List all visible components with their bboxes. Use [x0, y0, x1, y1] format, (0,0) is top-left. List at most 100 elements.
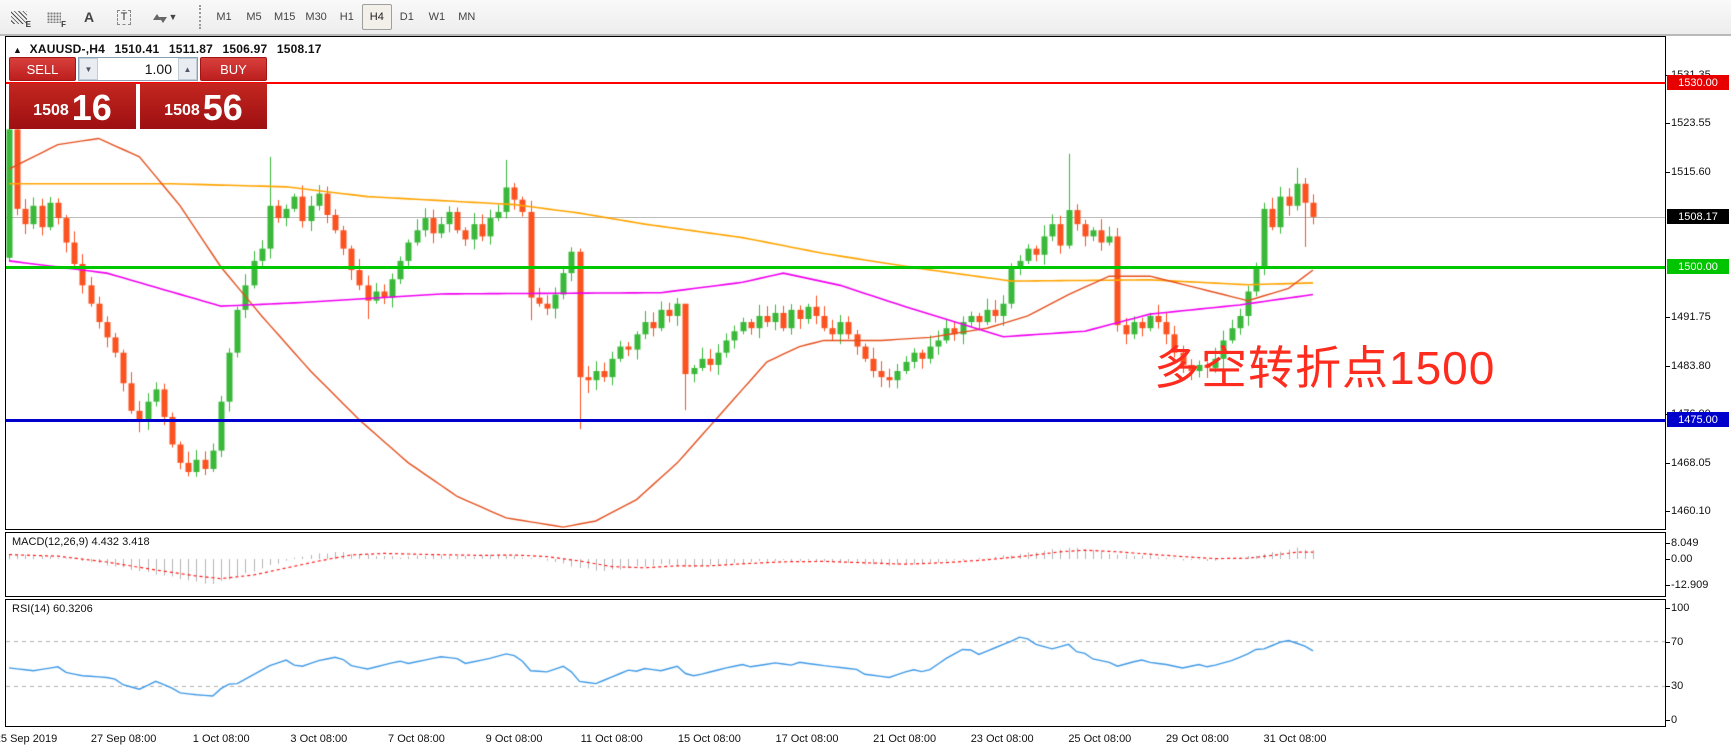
price-axis-tickmark — [1666, 462, 1670, 464]
macd-axis-tickmark — [1666, 559, 1670, 560]
rsi-axis-tick-0: 0 — [1671, 714, 1678, 726]
hline-support-1475[interactable] — [6, 419, 1665, 422]
textbox-tool-label: T — [116, 9, 132, 25]
timeframe-m5[interactable]: M5 — [246, 11, 262, 23]
price-axis-tick-1460.10: 1460.10 — [1671, 505, 1711, 518]
rsi-axis-tick-70: 70 — [1671, 635, 1684, 648]
arrow-down-glyph — [158, 17, 167, 23]
hline-resistance-1530[interactable] — [6, 82, 1665, 84]
price-axis-tick-1515.60: 1515.60 — [1671, 165, 1711, 178]
price-axis-tickmark — [1666, 511, 1670, 513]
date-label-12: 25 Oct 08:00 — [1068, 733, 1132, 745]
symbol-period-label: XAUUSD-,H4 — [29, 42, 105, 56]
macd-axis-tick-0.00: 0.00 — [1671, 553, 1693, 565]
dots-glyph — [47, 11, 61, 23]
rsi-panel: RSI(14) 60.3206 — [5, 599, 1666, 727]
low-value: 1506.97 — [222, 42, 268, 56]
price-axis-tick-1523.55: 1523.55 — [1671, 116, 1711, 129]
price-chart-plot-area[interactable] — [6, 37, 1665, 529]
hatch-tool-e-icon[interactable]: E — [3, 3, 35, 31]
timeframe-mn[interactable]: MN — [458, 11, 476, 23]
macd-axis-tick--12.909: -12.909 — [1671, 578, 1709, 591]
chevron-down-icon: ▼ — [168, 12, 178, 22]
price-axis-tickmark — [1666, 122, 1670, 124]
timeframe-m15[interactable]: M15 — [274, 11, 296, 23]
hline-pivot-1500[interactable] — [6, 266, 1665, 269]
hatch-glyph — [11, 10, 27, 24]
date-label-7: 11 Oct 08:00 — [580, 733, 643, 745]
main-chart-panel: ▲ XAUUSD-,H4 1510.41 1511.87 1506.97 150… — [5, 36, 1666, 530]
timeframe-m1[interactable]: M1 — [216, 11, 232, 23]
date-label-2: 27 Sep 08:00 — [90, 733, 157, 745]
price-axis-tick-1483.80: 1483.80 — [1671, 360, 1711, 373]
textbox-tool-icon[interactable]: T — [108, 3, 140, 31]
rsi-axis-tickmark — [1666, 686, 1670, 688]
text-tool-label: A — [83, 9, 95, 25]
timeframe-d1[interactable]: D1 — [399, 11, 414, 23]
hatch-tool-sub-label: E — [25, 20, 31, 29]
toolbar-grip[interactable] — [199, 5, 201, 29]
price-axis-tick-1468.05: 1468.05 — [1671, 456, 1711, 469]
symbol-arrow-icon: ▲ — [13, 45, 23, 55]
date-label-5: 7 Oct 08:00 — [388, 733, 445, 745]
price-badge-1508.17: 1508.17 — [1667, 209, 1729, 224]
rsi-value: 60.3206 — [52, 603, 93, 615]
price-axis-tick-1491.75: 1491.75 — [1671, 311, 1711, 324]
macd-values: 4.432 3.418 — [91, 536, 150, 548]
macd-axis-tickmark — [1666, 584, 1670, 586]
macd-label: MACD(12,26,9) 4.432 3.418 — [12, 536, 150, 548]
rsi-plot-area[interactable] — [6, 600, 1665, 726]
volume-input[interactable] — [98, 58, 178, 80]
chart-ohlc-header: ▲ XAUUSD-,H4 1510.41 1511.87 1506.97 150… — [13, 42, 328, 56]
timeframe-h1[interactable]: H1 — [339, 11, 354, 23]
rsi-axis-tickmark — [1666, 608, 1670, 609]
date-label-11: 23 Oct 08:00 — [970, 733, 1034, 745]
high-value: 1511.87 — [168, 42, 213, 56]
arrows-dropdown-icon[interactable]: ▼ — [143, 3, 187, 31]
ask-price-pips: 56 — [202, 87, 243, 128]
text-tool-icon[interactable]: A — [73, 3, 105, 31]
date-label-9: 17 Oct 08:00 — [775, 733, 839, 745]
rsi-axis-tick-100: 100 — [1671, 602, 1690, 614]
bid-price-main: 1508 — [33, 102, 69, 119]
one-click-trading-widget: SELL ▼ ▲ BUY 1508 16 1508 56 — [9, 57, 267, 129]
price-axis-tickmark — [1666, 366, 1670, 368]
ask-price-display[interactable]: 1508 56 — [140, 83, 267, 129]
date-label-8: 15 Oct 08:00 — [677, 733, 741, 745]
rsi-name: RSI(14) — [12, 603, 50, 615]
volume-increment-button[interactable]: ▲ — [178, 58, 197, 80]
date-label-6: 9 Oct 08:00 — [485, 733, 543, 745]
toolbar: E F A T ▼ M1 M5 M15 M30 H1 H4 D1 W1 MN — [0, 0, 1731, 36]
macd-panel: MACD(12,26,9) 4.432 3.418 — [5, 532, 1666, 597]
volume-spinner: ▼ ▲ — [78, 57, 198, 81]
price-badge-1500.00: 1500.00 — [1667, 259, 1729, 274]
rsi-axis-tickmark — [1666, 641, 1670, 643]
date-label-14: 31 Oct 08:00 — [1263, 733, 1327, 745]
ask-price-main: 1508 — [164, 102, 200, 119]
dotted-grid-tool-sub-label: F — [61, 20, 66, 29]
arrow-up-glyph — [152, 14, 161, 20]
sell-button[interactable]: SELL — [9, 57, 76, 81]
macd-axis-tick-8.049: 8.049 — [1671, 536, 1699, 549]
open-value: 1510.41 — [114, 42, 160, 56]
rsi-axis-tick-30: 30 — [1671, 680, 1684, 693]
timeframe-w1[interactable]: W1 — [428, 11, 446, 23]
bid-price-display[interactable]: 1508 16 — [9, 83, 136, 129]
price-badge-1530.00: 1530.00 — [1667, 75, 1729, 91]
volume-decrement-button[interactable]: ▼ — [79, 58, 98, 80]
macd-axis-tickmark — [1666, 542, 1670, 544]
price-axis-tickmark — [1666, 171, 1670, 173]
date-label-10: 21 Oct 08:00 — [873, 733, 937, 745]
timeframe-h4[interactable]: H4 — [361, 4, 392, 30]
date-label-3: 1 Oct 08:00 — [192, 733, 250, 745]
macd-plot-area[interactable] — [6, 533, 1665, 596]
date-label-1: 25 Sep 2019 — [0, 733, 58, 745]
dotted-grid-tool-f-icon[interactable]: F — [38, 3, 70, 31]
close-value: 1508.17 — [276, 42, 322, 56]
date-label-4: 3 Oct 08:00 — [290, 733, 348, 745]
price-badge-1475.00: 1475.00 — [1667, 412, 1729, 427]
buy-button[interactable]: BUY — [200, 57, 267, 81]
timeframe-m30[interactable]: M30 — [305, 11, 327, 23]
chart-annotation-text: 多空转折点1500 — [1154, 342, 1496, 394]
